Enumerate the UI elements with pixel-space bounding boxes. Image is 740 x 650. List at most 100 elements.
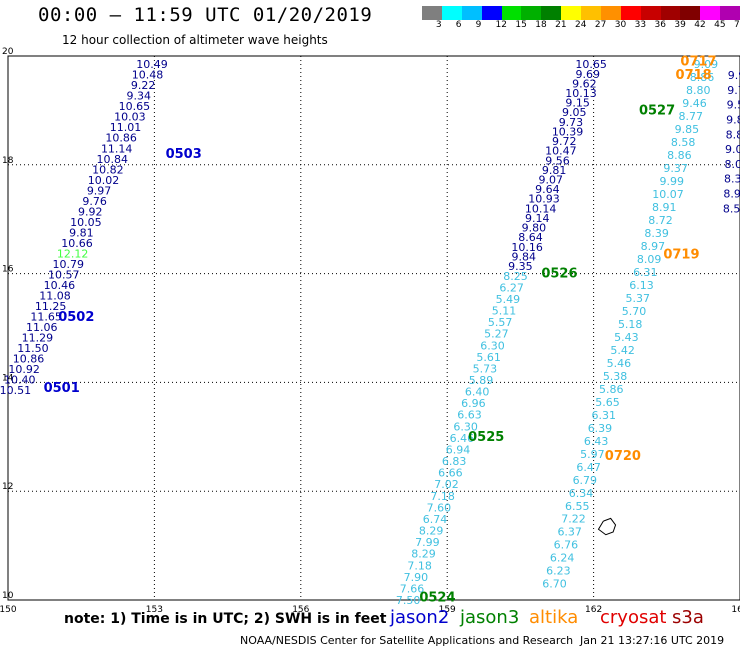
swh-value: 10.16 xyxy=(511,241,543,254)
swh-value: 9.69 xyxy=(576,68,601,81)
colorbar-label: 30 xyxy=(614,20,627,30)
swh-value: 6.30 xyxy=(453,420,478,433)
colorbar-label: 9 xyxy=(475,20,482,30)
coastline xyxy=(597,517,617,536)
swh-value: 5.43 xyxy=(614,331,639,344)
swh-value: 9.09 xyxy=(694,58,719,71)
pass-label: 0501 xyxy=(44,381,80,396)
swh-value: 9.85 xyxy=(675,123,700,136)
colorbar-swatch xyxy=(581,6,601,20)
swh-value: 9.64 xyxy=(535,183,560,196)
pass-label: 0502 xyxy=(58,310,94,325)
swh-value: 8.09 xyxy=(724,158,740,171)
plot-frame xyxy=(7,55,740,601)
colorbar-label: 15 xyxy=(515,20,527,30)
axis-ticks: 150 153 156 159 162 165 10 12 14 16 18 20 xyxy=(0,47,740,615)
swh-value: 6.66 xyxy=(438,467,463,480)
swh-value: 10.07 xyxy=(652,188,684,201)
swh-value: 6.70 xyxy=(542,578,567,591)
swh-value: 11.29 xyxy=(22,331,54,344)
swh-value: 10.86 xyxy=(13,352,45,365)
swh-value: 10.47 xyxy=(545,145,577,158)
pass-label: 0503 xyxy=(166,147,202,162)
x-tick-label: 159 xyxy=(439,605,456,615)
swh-value: 6.43 xyxy=(584,435,609,448)
y-tick-label: 10 xyxy=(2,591,14,601)
swh-value: 10.65 xyxy=(575,58,607,71)
satellite-label-jason2: jason2 xyxy=(390,607,450,628)
satellite-label-s3a: s3a xyxy=(672,607,704,628)
y-tick-label: 12 xyxy=(2,482,13,492)
swh-value: 10.39 xyxy=(552,125,584,138)
swh-value: 6.31 xyxy=(633,266,658,279)
swh-value: 8.64 xyxy=(518,231,543,244)
swh-value: 10.57 xyxy=(48,268,80,281)
colorbar-label: 21 xyxy=(555,20,567,30)
swh-value: 11.08 xyxy=(39,289,71,302)
swh-value: 11.65 xyxy=(30,310,62,323)
swh-value: 5.11 xyxy=(492,305,517,318)
swh-value: 7.02 xyxy=(434,478,459,491)
colorbar-swatch xyxy=(620,6,641,20)
colorbar-label: 42 xyxy=(694,20,706,30)
swh-value: 5.97 xyxy=(580,448,605,461)
swh-value: 5.73 xyxy=(473,362,498,375)
swh-value: 8.39 xyxy=(644,227,669,240)
colorbar-label: 39 xyxy=(674,20,686,30)
colorbar-label: 36 xyxy=(654,20,666,30)
colorbar-swatch xyxy=(501,6,522,20)
swh-value: 9.92 xyxy=(78,205,103,218)
swh-value: 10.51 xyxy=(0,384,31,397)
swh-value: 9.76 xyxy=(82,195,107,208)
swh-value: 7.18 xyxy=(430,490,455,503)
colorbar-label: 24 xyxy=(575,20,587,30)
swh-value: 8.09 xyxy=(637,253,662,266)
colorbar-label: 33 xyxy=(634,20,647,30)
swh-value: 5.27 xyxy=(484,328,509,341)
swh-value: 9.80 xyxy=(522,222,547,235)
swh-value: 10.82 xyxy=(92,163,124,176)
x-tick-label: 162 xyxy=(585,605,602,615)
swh-value: 9.56 xyxy=(545,154,570,167)
pass-label: 0526 xyxy=(541,267,577,282)
swh-value: 8.29 xyxy=(411,548,436,561)
swh-value: 10.14 xyxy=(525,202,557,215)
swh-value: 7.22 xyxy=(561,513,586,526)
swh-value: 6.83 xyxy=(442,455,467,468)
pass-label: 0525 xyxy=(468,430,504,445)
swh-value: 7.50 xyxy=(396,594,421,607)
swh-value: 10.40 xyxy=(4,374,36,387)
swh-value: 6.46 xyxy=(450,432,475,445)
y-tick-label: 18 xyxy=(2,156,14,166)
satellite-label-altika: altika xyxy=(529,607,579,628)
swh-value: 8.25 xyxy=(503,270,528,283)
y-tick-label: 16 xyxy=(2,265,14,275)
swh-value: 6.40 xyxy=(465,386,490,399)
swh-value: 9.35 xyxy=(508,260,533,273)
swh-value: 10.46 xyxy=(44,279,76,292)
pass-label: 0719 xyxy=(663,248,699,263)
swh-value: 9.22 xyxy=(131,79,156,92)
swh-value: 8.91 xyxy=(652,201,677,214)
page-title: 00:00 – 11:59 UTC 01/20/2019 xyxy=(38,4,373,26)
pass-label: 0717 xyxy=(680,54,716,69)
swh-value: 6.30 xyxy=(480,339,505,352)
swh-value: 8.86 xyxy=(690,71,715,84)
swh-value: 6.63 xyxy=(457,409,482,422)
swh-value: 8.86 xyxy=(667,149,692,162)
swh-value: 11.50 xyxy=(17,342,49,355)
swh-value: 8.39 xyxy=(724,173,740,186)
swh-value: 9.72 xyxy=(552,135,577,148)
x-tick-label: 150 xyxy=(0,605,17,615)
swh-value: 8.97 xyxy=(641,240,666,253)
swh-value: 5.18 xyxy=(618,318,643,331)
satellite-label-jason3: jason3 xyxy=(460,607,520,628)
data-marks: 10.4910.489.229.3410.6510.0311.0110.8611… xyxy=(0,58,740,607)
swh-value: 6.74 xyxy=(423,513,448,526)
swh-value: 7.99 xyxy=(415,536,440,549)
colorbar-label: 70 xyxy=(734,20,740,30)
swh-value: 9.37 xyxy=(663,162,688,175)
colorbar-swatch xyxy=(680,6,701,20)
swh-value: 7.18 xyxy=(407,559,432,572)
